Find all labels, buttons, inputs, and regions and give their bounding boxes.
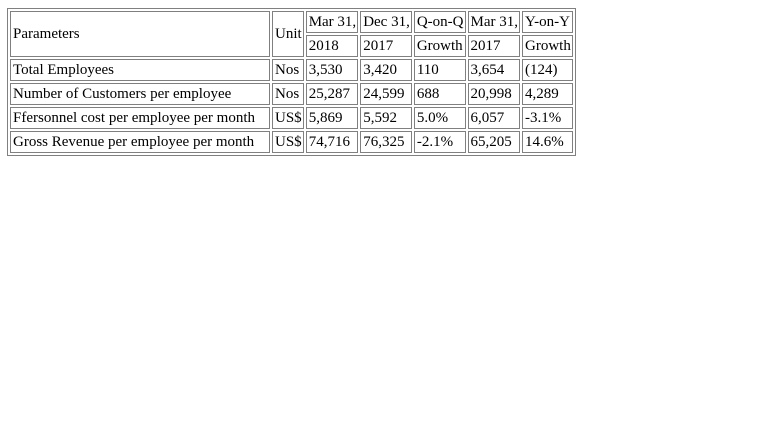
header-col-4-bottom: 2017 <box>467 35 520 57</box>
row-value: 76,325 <box>360 131 412 153</box>
header-parameters: Parameters <box>10 11 270 57</box>
row-value: -2.1% <box>413 131 466 153</box>
row-value: 110 <box>413 59 466 81</box>
header-col-3-top: Q-on-Q <box>413 11 466 33</box>
row-parameter: Number of Customers per employee <box>10 83 270 105</box>
table-row: Total Employees Nos 3,530 3,420 110 3,65… <box>10 59 573 81</box>
row-value: 74,716 <box>305 131 359 153</box>
row-parameter: Gross Revenue per employee per month <box>10 131 270 153</box>
employee-metrics-table: Parameters Unit Mar 31, Dec 31, Q-on-Q M… <box>7 8 576 156</box>
table-row: Ffersonnel cost per employee per month U… <box>10 107 573 129</box>
row-unit: Nos <box>272 83 304 105</box>
row-value: 4,289 <box>522 83 573 105</box>
row-value: 5,869 <box>305 107 359 129</box>
header-col-1-bottom: 2018 <box>305 35 359 57</box>
header-col-2-bottom: 2017 <box>360 35 412 57</box>
header-col-4-top: Mar 31, <box>467 11 520 33</box>
row-parameter: Total Employees <box>10 59 270 81</box>
row-value: 3,654 <box>467 59 520 81</box>
row-value: 24,599 <box>360 83 412 105</box>
row-parameter: Ffersonnel cost per employee per month <box>10 107 270 129</box>
row-value: 6,057 <box>467 107 520 129</box>
row-value: 25,287 <box>305 83 359 105</box>
table-row: Gross Revenue per employee per month US$… <box>10 131 573 153</box>
row-value: 3,530 <box>305 59 359 81</box>
header-col-5-bottom: Growth <box>522 35 573 57</box>
row-value: 14.6% <box>522 131 573 153</box>
row-value: (124) <box>522 59 573 81</box>
row-value: -3.1% <box>522 107 573 129</box>
header-col-5-top: Y-on-Y <box>522 11 573 33</box>
header-row-1: Parameters Unit Mar 31, Dec 31, Q-on-Q M… <box>10 11 573 57</box>
row-unit: US$ <box>272 131 304 153</box>
header-col-2-top: Dec 31, <box>360 11 412 33</box>
header-col-1-top: Mar 31, <box>305 11 359 33</box>
row-unit: US$ <box>272 107 304 129</box>
row-unit: Nos <box>272 59 304 81</box>
table-container: Parameters Unit Mar 31, Dec 31, Q-on-Q M… <box>7 8 576 156</box>
header-col-3-bottom: Growth <box>413 35 466 57</box>
row-value: 65,205 <box>467 131 520 153</box>
row-value: 688 <box>413 83 466 105</box>
row-value: 5.0% <box>413 107 466 129</box>
table-row: Number of Customers per employee Nos 25,… <box>10 83 573 105</box>
header-row-2: 2018 2017 Growth 2017 Growth <box>10 35 573 57</box>
row-value: 20,998 <box>467 83 520 105</box>
header-unit: Unit <box>272 11 304 57</box>
row-value: 3,420 <box>360 59 412 81</box>
row-value: 5,592 <box>360 107 412 129</box>
